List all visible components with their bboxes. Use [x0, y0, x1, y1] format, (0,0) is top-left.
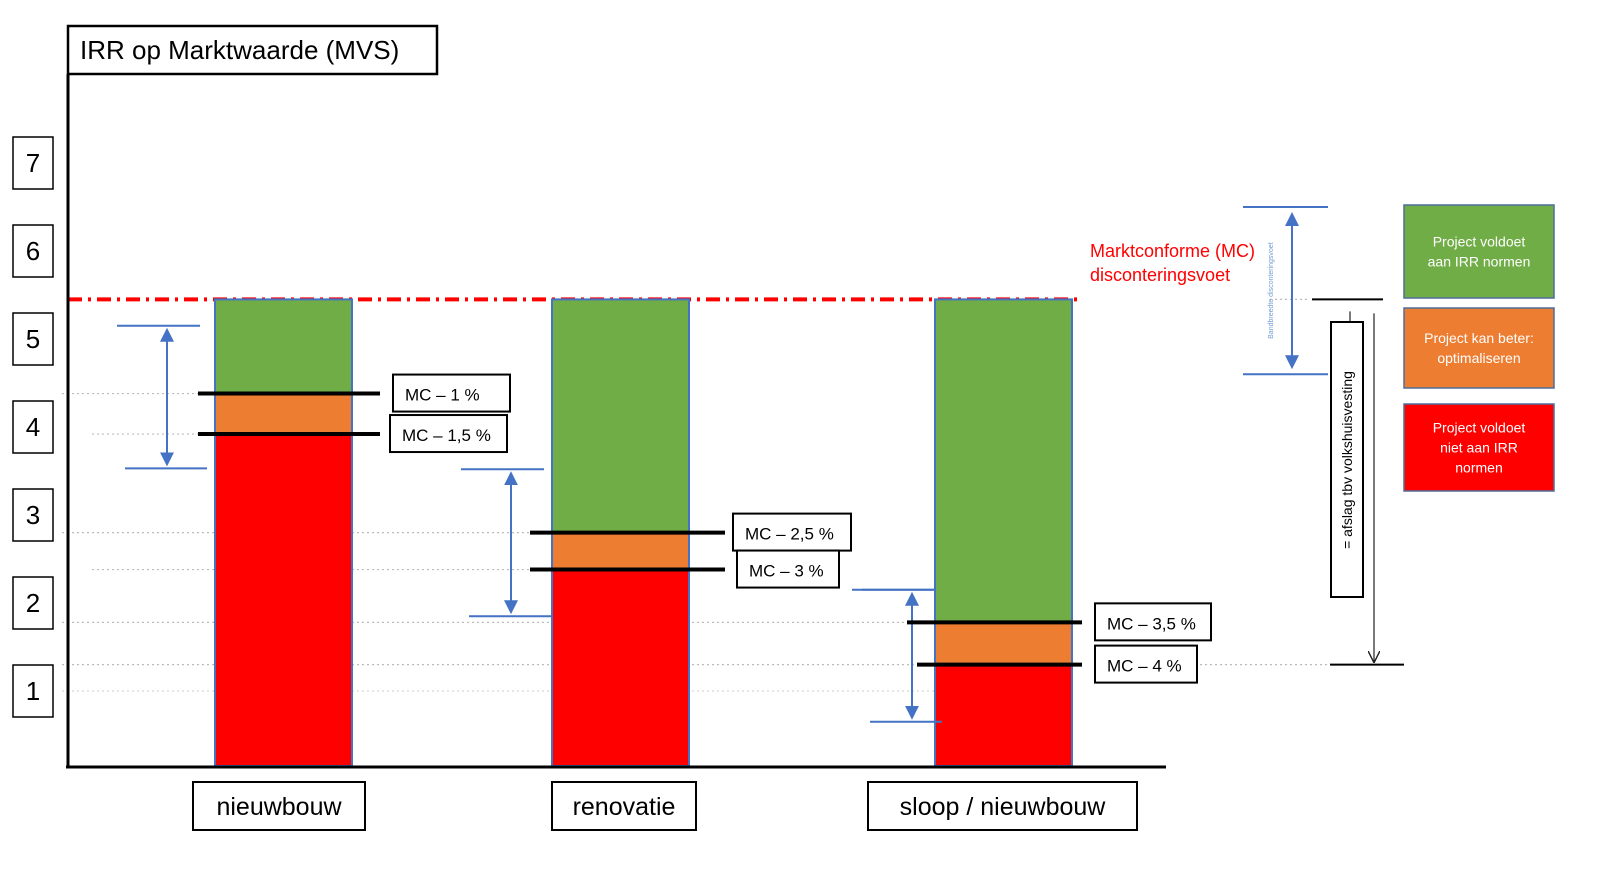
x-category-label: renovatie: [573, 793, 676, 821]
mc-threshold-label: MC – 2,5 %: [745, 525, 834, 544]
y-tick-box: [12, 576, 54, 630]
afslag-label: = afslag tbv volkshuisvesting: [1339, 371, 1355, 549]
y-tick-box: [12, 664, 54, 718]
mc-label-line1: Marktconforme (MC): [1090, 241, 1255, 261]
mc-threshold-label-box: [1094, 602, 1212, 642]
afslag-indicator: = afslag tbv volkshuisvesting: [1312, 298, 1404, 666]
x-category-box: [192, 781, 366, 831]
bar-segment-orange: [215, 393, 352, 435]
y-tick-labels: 1 2 3 4 5 6 7: [12, 136, 54, 718]
y-tick-label: 5: [26, 324, 40, 354]
bandwidth-indicator: Bandbreedte disconteringsvoet: [1243, 206, 1328, 376]
mc-threshold-label: MC – 1,5 %: [402, 426, 491, 445]
x-category-labels: nieuwbouw renovatie sloop / nieuwbouw: [192, 781, 1138, 831]
bandwidth-label: Bandbreedte disconteringsvoet: [1268, 242, 1275, 339]
mc-threshold-label: MC – 4 %: [1107, 657, 1182, 676]
y-tick-label: 6: [26, 236, 40, 266]
bar-segment-green: [935, 299, 1072, 623]
y-tick-label: 3: [26, 500, 40, 530]
bar-segment-red: [935, 664, 1072, 766]
bars: [214, 298, 1073, 767]
bar-segment-red: [552, 569, 689, 766]
mc-threshold-lines: MC – 1 % MC – 1,5 % MC – 2,5 % MC – 3 % MC –…: [198, 373, 1212, 684]
y-tick-label: 2: [26, 588, 40, 618]
bar-segment-green: [552, 299, 689, 533]
y-tick-box: [12, 488, 54, 542]
x-category-box: [551, 781, 697, 831]
legend-label: Project voldoet aan IRR normen: [1428, 234, 1531, 270]
range-arrows: [117, 324, 942, 723]
y-tick-label: 1: [26, 676, 40, 706]
afslag-label-box: [1330, 321, 1364, 598]
bar-segment-green: [215, 299, 352, 394]
legend: Project voldoet aan IRR normen Project kan…: [1403, 204, 1555, 492]
title-box: [66, 24, 439, 76]
x-category-label: nieuwbouw: [216, 793, 342, 821]
mc-threshold-label-box: [736, 549, 840, 589]
chart-title: IRR op Marktwaarde (MVS): [80, 35, 399, 65]
legend-swatch: [1403, 403, 1555, 492]
x-category-label: sloop / nieuwbouw: [900, 793, 1107, 821]
x-category-box: [867, 781, 1138, 831]
mc-threshold-label: MC – 3 %: [749, 562, 824, 581]
y-tick-box: [12, 400, 54, 454]
mc-threshold-label: MC – 3,5 %: [1107, 614, 1196, 633]
y-tick-box: [12, 224, 54, 278]
legend-swatch: [1403, 307, 1555, 389]
mc-threshold-label-box: [392, 373, 511, 413]
mc-threshold-label-box: [732, 512, 852, 552]
y-tick-label: 7: [26, 148, 40, 178]
bar-segment-orange: [935, 622, 1072, 665]
mc-label-line2: disconteringsvoet: [1090, 265, 1230, 285]
legend-swatch: [1403, 204, 1555, 299]
y-tick-label: 4: [26, 412, 40, 442]
mc-threshold-label: MC – 1 %: [405, 386, 480, 405]
legend-label: Project voldoet niet aan IRR normen: [1433, 420, 1526, 476]
legend-label: Project kan beter: optimaliseren: [1424, 330, 1534, 366]
bar-segment-orange: [552, 532, 689, 570]
y-tick-box: [12, 312, 54, 366]
bar-segment-red: [215, 434, 352, 766]
mc-threshold-label-box: [389, 414, 508, 454]
y-tick-box: [12, 136, 54, 190]
mc-threshold-label-box: [1094, 644, 1198, 684]
